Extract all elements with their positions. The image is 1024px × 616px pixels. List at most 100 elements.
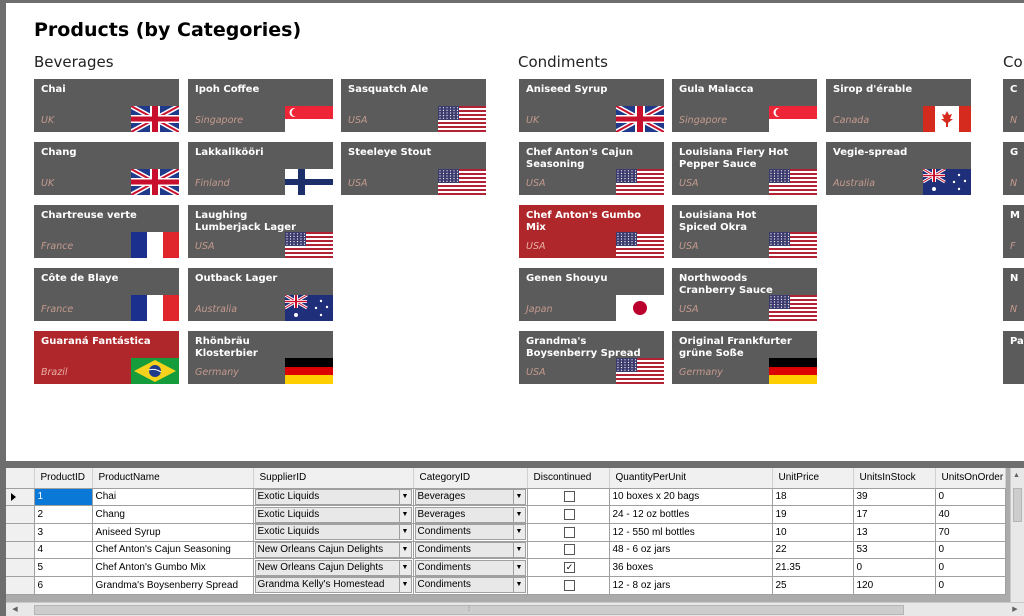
cell-productname[interactable]: Aniseed Syrup: [92, 523, 254, 542]
dropdown-arrow-icon[interactable]: ▼: [512, 507, 525, 522]
table-row[interactable]: 4 Chef Anton's Cajun Seasoning New Orlea…: [6, 541, 1006, 560]
row-header[interactable]: [6, 488, 35, 507]
cell-quantityperunit[interactable]: 48 - 6 oz jars: [609, 541, 773, 560]
discontinued-checkbox[interactable]: [564, 491, 575, 503]
cell-supplierid[interactable]: New Orleans Cajun Delights ▼: [253, 541, 414, 560]
cell-discontinued[interactable]: [527, 576, 610, 595]
table-row[interactable]: 2 Chang Exotic Liquids ▼ Beverages ▼ 24 - …: [6, 505, 1006, 524]
supplier-combobox[interactable]: Exotic Liquids ▼: [254, 506, 412, 523]
cell-productname[interactable]: Chef Anton's Gumbo Mix: [92, 558, 254, 577]
product-tile[interactable]: Chang UK: [34, 142, 179, 195]
category-combobox[interactable]: Beverages ▼: [414, 506, 526, 523]
cell-supplierid[interactable]: Grandma Kelly's Homestead ▼: [253, 576, 414, 595]
cell-unitprice[interactable]: 10: [772, 523, 854, 542]
cell-productid[interactable]: 6: [34, 576, 93, 595]
product-tile[interactable]: Genen Shouyu Japan: [519, 268, 664, 321]
product-tile[interactable]: Chef Anton's Cajun Seasoning USA: [519, 142, 664, 195]
cell-unitsinstock[interactable]: 39: [853, 488, 936, 507]
cell-quantityperunit[interactable]: 12 - 8 oz jars: [609, 576, 773, 595]
scroll-left-icon[interactable]: ◀: [12, 606, 18, 613]
category-combobox[interactable]: Beverages ▼: [414, 488, 526, 505]
scroll-up-icon[interactable]: ▲: [1013, 472, 1020, 479]
column-header-supplierid[interactable]: SupplierID: [253, 468, 414, 489]
discontinued-checkbox[interactable]: [564, 526, 575, 538]
table-row[interactable]: 1 Chai Exotic Liquids ▼ Beverages ▼ 10 box…: [6, 488, 1006, 507]
product-tile[interactable]: Pa: [1003, 331, 1024, 384]
product-tile[interactable]: Lakkalikööri Finland: [188, 142, 333, 195]
product-tile[interactable]: Northwoods Cranberry Sauce USA: [672, 268, 817, 321]
row-header[interactable]: [6, 523, 35, 542]
cell-unitsonorder[interactable]: 70: [935, 523, 1006, 542]
supplier-combobox[interactable]: New Orleans Cajun Delights ▼: [254, 559, 412, 576]
product-tile[interactable]: Grandma's Boysenberry Spread USA: [519, 331, 664, 384]
product-tile[interactable]: Chartreuse verte France: [34, 205, 179, 258]
cell-productname[interactable]: Chai: [92, 488, 254, 507]
cell-unitprice[interactable]: 21.35: [772, 558, 854, 577]
scroll-right-icon[interactable]: ▶: [1012, 606, 1018, 613]
dropdown-arrow-icon[interactable]: ▼: [512, 578, 525, 593]
cell-unitsinstock[interactable]: 17: [853, 505, 936, 524]
cell-supplierid[interactable]: Exotic Liquids ▼: [253, 488, 414, 507]
cell-productid[interactable]: 1: [34, 488, 93, 507]
discontinued-checkbox[interactable]: [564, 544, 575, 556]
cell-categoryid[interactable]: Condiments ▼: [413, 576, 528, 595]
discontinued-checkbox[interactable]: [564, 579, 575, 591]
cell-unitsonorder[interactable]: 40: [935, 505, 1006, 524]
cell-unitsonorder[interactable]: 0: [935, 541, 1006, 560]
cell-categoryid[interactable]: Condiments ▼: [413, 558, 528, 577]
product-tile[interactable]: Aniseed Syrup UK: [519, 79, 664, 132]
cell-unitprice[interactable]: 22: [772, 541, 854, 560]
supplier-combobox[interactable]: Exotic Liquids ▼: [254, 488, 412, 505]
cell-categoryid[interactable]: Beverages ▼: [413, 488, 528, 507]
cell-categoryid[interactable]: Condiments ▼: [413, 523, 528, 542]
supplier-combobox[interactable]: New Orleans Cajun Delights ▼: [254, 541, 412, 558]
product-tile[interactable]: Sirop d'érable Canada: [826, 79, 971, 132]
row-header[interactable]: [6, 576, 35, 595]
products-grid[interactable]: ProductID ProductName SupplierID Categor…: [6, 468, 1024, 616]
cell-unitsonorder[interactable]: 0: [935, 576, 1006, 595]
category-combobox[interactable]: Condiments ▼: [414, 524, 526, 541]
cell-unitsinstock[interactable]: 53: [853, 541, 936, 560]
cell-productname[interactable]: Chef Anton's Cajun Seasoning: [92, 541, 254, 560]
cell-productname[interactable]: Grandma's Boysenberry Spread: [92, 576, 254, 595]
cell-supplierid[interactable]: New Orleans Cajun Delights ▼: [253, 558, 414, 577]
category-combobox[interactable]: Condiments ▼: [414, 559, 526, 576]
cell-categoryid[interactable]: Condiments ▼: [413, 541, 528, 560]
dropdown-arrow-icon[interactable]: ▼: [512, 542, 525, 557]
cell-unitsinstock[interactable]: 0: [853, 558, 936, 577]
supplier-combobox[interactable]: Exotic Liquids ▼: [254, 524, 412, 541]
column-header-productname[interactable]: ProductName: [92, 468, 254, 489]
category-combobox[interactable]: Condiments ▼: [414, 541, 526, 558]
cell-unitprice[interactable]: 25: [772, 576, 854, 595]
cell-quantityperunit[interactable]: 24 - 12 oz bottles: [609, 505, 773, 524]
cell-quantityperunit[interactable]: 36 boxes: [609, 558, 773, 577]
cell-discontinued[interactable]: [527, 505, 610, 524]
product-tile[interactable]: Vegie-spread Australia: [826, 142, 971, 195]
cell-productid[interactable]: 5: [34, 558, 93, 577]
cell-quantityperunit[interactable]: 10 boxes x 20 bags: [609, 488, 773, 507]
dropdown-arrow-icon[interactable]: ▼: [398, 542, 411, 557]
table-row[interactable]: 3 Aniseed Syrup Exotic Liquids ▼ Condimen…: [6, 523, 1006, 542]
column-header-productid[interactable]: ProductID: [34, 468, 93, 489]
cell-unitsinstock[interactable]: 13: [853, 523, 936, 542]
row-header[interactable]: [6, 505, 35, 524]
product-tile[interactable]: Chef Anton's Gumbo Mix USA: [519, 205, 664, 258]
cell-productid[interactable]: 4: [34, 541, 93, 560]
product-tile[interactable]: Outback Lager Australia: [188, 268, 333, 321]
table-row[interactable]: 6 Grandma's Boysenberry Spread Grandma K…: [6, 576, 1006, 595]
cell-unitsonorder[interactable]: 0: [935, 488, 1006, 507]
product-tile[interactable]: N N: [1003, 268, 1024, 321]
cell-unitsonorder[interactable]: 0: [935, 558, 1006, 577]
product-tile[interactable]: Sasquatch Ale USA: [341, 79, 486, 132]
grid-corner[interactable]: [6, 468, 35, 489]
cell-supplierid[interactable]: Exotic Liquids ▼: [253, 523, 414, 542]
cell-discontinued[interactable]: [527, 488, 610, 507]
cell-discontinued[interactable]: [527, 523, 610, 542]
discontinued-checkbox[interactable]: [564, 509, 575, 521]
product-tile[interactable]: C N: [1003, 79, 1024, 132]
table-row[interactable]: 5 Chef Anton's Gumbo Mix New Orleans Caj…: [6, 558, 1006, 577]
product-tile[interactable]: M F: [1003, 205, 1024, 258]
column-header-quantityperunit[interactable]: QuantityPerUnit: [609, 468, 773, 489]
product-tile[interactable]: Laughing Lumberjack Lager USA: [188, 205, 333, 258]
cell-categoryid[interactable]: Beverages ▼: [413, 505, 528, 524]
